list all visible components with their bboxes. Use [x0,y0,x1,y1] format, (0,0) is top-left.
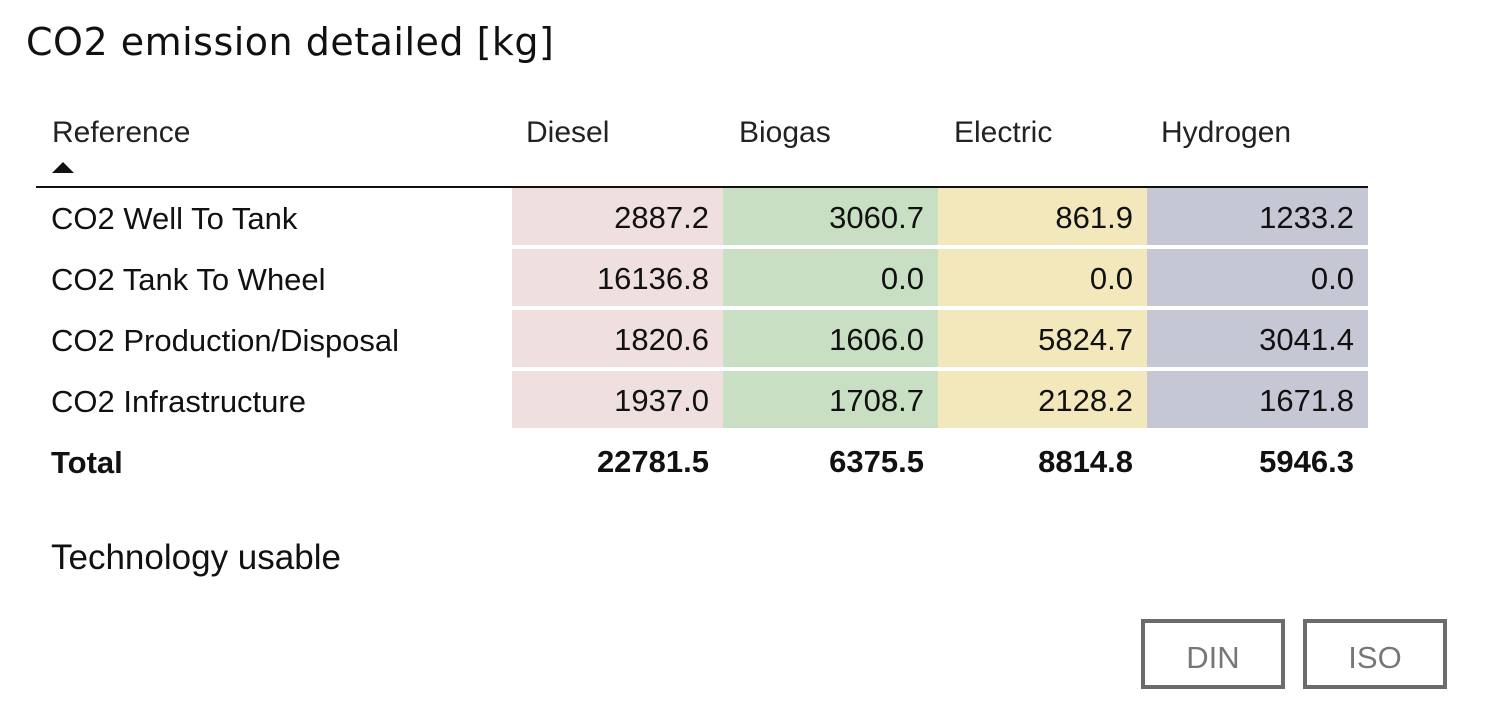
table-row: CO2 Tank To Wheel 16136.8 0.0 0.0 0.0 [36,249,1368,310]
sort-ascending-icon[interactable] [52,162,74,173]
column-header-electric[interactable]: Electric [954,116,1053,149]
column-header-biogas[interactable]: Biogas [739,116,831,149]
din-button[interactable]: DIN [1141,619,1285,689]
total-row: Total 22781.5 6375.5 8814.8 5946.3 [36,432,1368,493]
cell-hydrogen: 0.0 [1147,249,1368,308]
cell-diesel: 1820.6 [512,310,723,369]
row-label: CO2 Well To Tank [51,201,298,236]
row-label: CO2 Tank To Wheel [51,262,326,297]
emission-table: Reference Diesel Biogas Electric Hydroge… [36,108,1368,493]
cell-diesel: 1937.0 [512,371,723,430]
panel-title: CO2 emission detailed [kg] [26,20,555,64]
total-hydrogen: 5946.3 [1259,444,1354,479]
total-label: Total [51,445,123,480]
cell-electric: 0.0 [938,249,1147,308]
total-electric: 8814.8 [1038,444,1133,479]
cell-biogas: 0.0 [723,249,938,308]
iso-button-label: ISO [1348,640,1402,675]
cell-electric: 5824.7 [938,310,1147,369]
total-biogas: 6375.5 [829,444,924,479]
cell-hydrogen: 1233.2 [1147,188,1368,247]
din-button-label: DIN [1186,640,1240,675]
cell-biogas: 3060.7 [723,188,938,247]
cell-electric: 861.9 [938,188,1147,247]
cell-diesel: 16136.8 [512,249,723,308]
cell-electric: 2128.2 [938,371,1147,430]
table-row: CO2 Well To Tank 2887.2 3060.7 861.9 123… [36,188,1368,249]
column-header-hydrogen[interactable]: Hydrogen [1161,116,1292,149]
technology-usable-label: Technology usable [51,538,341,577]
table-header: Reference Diesel Biogas Electric Hydroge… [36,108,1368,188]
table-row: CO2 Infrastructure 1937.0 1708.7 2128.2 … [36,371,1368,432]
column-header-diesel[interactable]: Diesel [526,116,610,149]
row-label: CO2 Production/Disposal [51,323,400,358]
cell-hydrogen: 1671.8 [1147,371,1368,430]
cell-diesel: 2887.2 [512,188,723,247]
table-row: CO2 Production/Disposal 1820.6 1606.0 58… [36,310,1368,371]
total-diesel: 22781.5 [596,444,709,479]
cell-biogas: 1606.0 [723,310,938,369]
cell-biogas: 1708.7 [723,371,938,430]
cell-hydrogen: 3041.4 [1147,310,1368,369]
row-label: CO2 Infrastructure [51,384,306,419]
column-header-reference[interactable]: Reference [52,116,191,149]
iso-button[interactable]: ISO [1303,619,1447,689]
